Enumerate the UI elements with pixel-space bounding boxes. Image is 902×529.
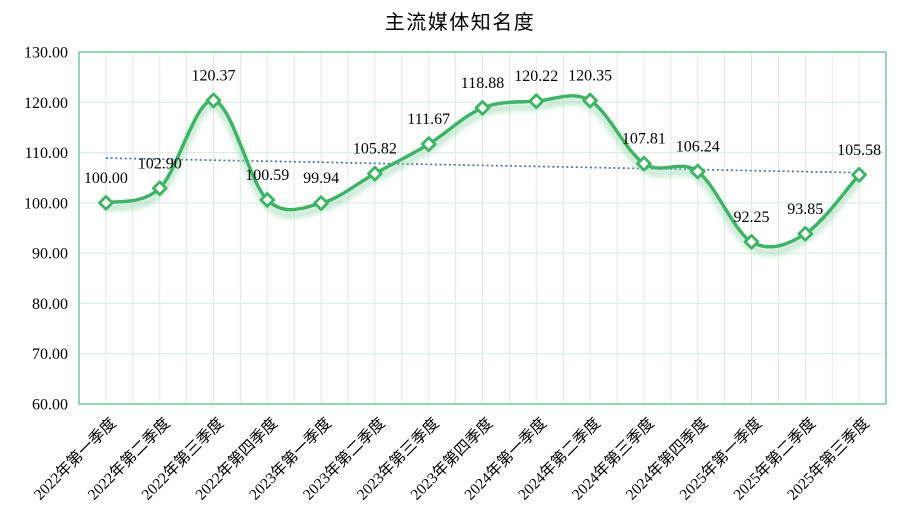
data-point-marker bbox=[689, 163, 706, 180]
data-points bbox=[98, 92, 867, 250]
data-label: 120.22 bbox=[514, 68, 558, 85]
data-label: 120.37 bbox=[192, 67, 236, 84]
chart-title: 主流媒体知名度 bbox=[384, 12, 536, 34]
y-axis-tick-label: 90.00 bbox=[32, 246, 68, 263]
data-point-marker bbox=[313, 195, 329, 211]
data-point-marker bbox=[582, 92, 598, 109]
data-label: 107.81 bbox=[622, 131, 666, 148]
data-label: 106.24 bbox=[676, 138, 720, 155]
data-point-marker bbox=[528, 93, 545, 109]
data-label: 118.88 bbox=[461, 75, 504, 92]
data-label: 93.85 bbox=[787, 201, 823, 218]
data-point-marker bbox=[259, 192, 276, 208]
data-point-marker bbox=[636, 155, 652, 172]
data-label: 120.35 bbox=[568, 68, 612, 85]
data-point-marker bbox=[743, 234, 760, 250]
data-point-marker bbox=[205, 92, 222, 109]
y-axis-tick-label: 110.00 bbox=[25, 145, 68, 162]
data-label: 99.94 bbox=[303, 170, 339, 187]
data-point-marker bbox=[98, 195, 114, 211]
x-axis-labels: 2022年第一季度2022年第二季度2022年第三季度2022年第四季度2023… bbox=[30, 414, 873, 503]
data-label: 105.82 bbox=[353, 141, 397, 158]
plot-border bbox=[78, 51, 887, 405]
data-point-marker bbox=[797, 225, 814, 242]
data-label: 105.58 bbox=[837, 142, 881, 159]
y-axis-labels: 130.00 120.00 110.00 100.00 90.00 80.00 70.00 6… bbox=[24, 45, 68, 414]
gridlines bbox=[79, 52, 886, 404]
data-label: 111.67 bbox=[407, 111, 450, 128]
data-point-marker bbox=[851, 166, 867, 183]
data-label: 100.59 bbox=[245, 167, 289, 184]
y-axis-tick-label: 100.00 bbox=[24, 195, 68, 212]
trendline bbox=[105, 157, 860, 174]
data-point-marker bbox=[420, 136, 437, 152]
data-point-marker bbox=[151, 180, 168, 197]
y-axis-tick-label: 130.00 bbox=[24, 45, 68, 62]
data-label: 102.90 bbox=[138, 155, 182, 172]
data-label: 100.00 bbox=[84, 170, 128, 187]
y-axis-tick-label: 70.00 bbox=[32, 346, 68, 363]
data-labels: 100.00 102.90 120.37 100.59 99.94 105.82 111.6… bbox=[84, 67, 881, 225]
data-point-marker bbox=[474, 100, 491, 116]
y-axis-tick-label: 60.00 bbox=[32, 397, 68, 414]
y-axis-tick-label: 120.00 bbox=[24, 95, 68, 112]
y-axis-tick-label: 80.00 bbox=[32, 296, 68, 313]
data-point-marker bbox=[367, 165, 383, 182]
data-label: 92.25 bbox=[734, 209, 770, 226]
